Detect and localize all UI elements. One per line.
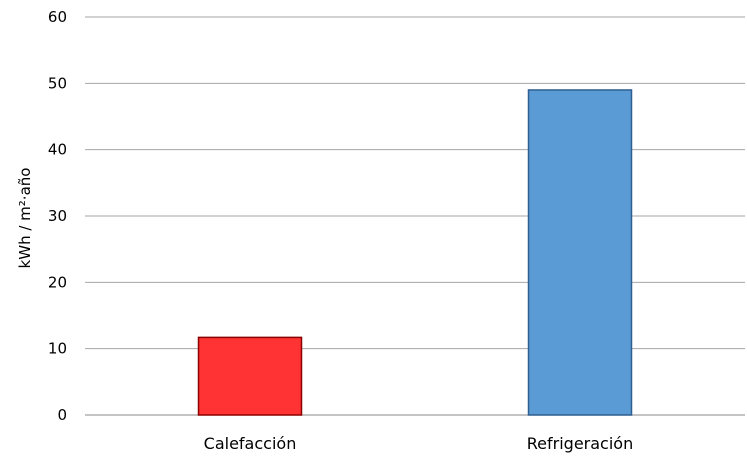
bar-1	[197, 336, 303, 416]
y-axis-title: kWh / m²·año	[16, 168, 34, 269]
x-category-label-1: Calefacción	[204, 434, 297, 453]
bar-2	[527, 89, 633, 416]
y-tick-labels: 0 10 20 30 40 50 60	[48, 8, 67, 424]
gridlines	[85, 16, 745, 416]
y-tick-label-60: 60	[48, 8, 67, 26]
y-tick-label-0: 0	[57, 406, 67, 424]
y-tick-label-40: 40	[48, 141, 67, 159]
y-tick-label-50: 50	[48, 74, 67, 92]
bars	[197, 89, 633, 416]
y-tick-label-30: 30	[48, 207, 67, 225]
y-tick-label-20: 20	[48, 273, 67, 291]
x-category-label-2: Refrigeración	[527, 434, 633, 453]
y-tick-label-10: 10	[48, 340, 67, 358]
category-labels: Calefacción Refrigeración	[204, 434, 634, 453]
